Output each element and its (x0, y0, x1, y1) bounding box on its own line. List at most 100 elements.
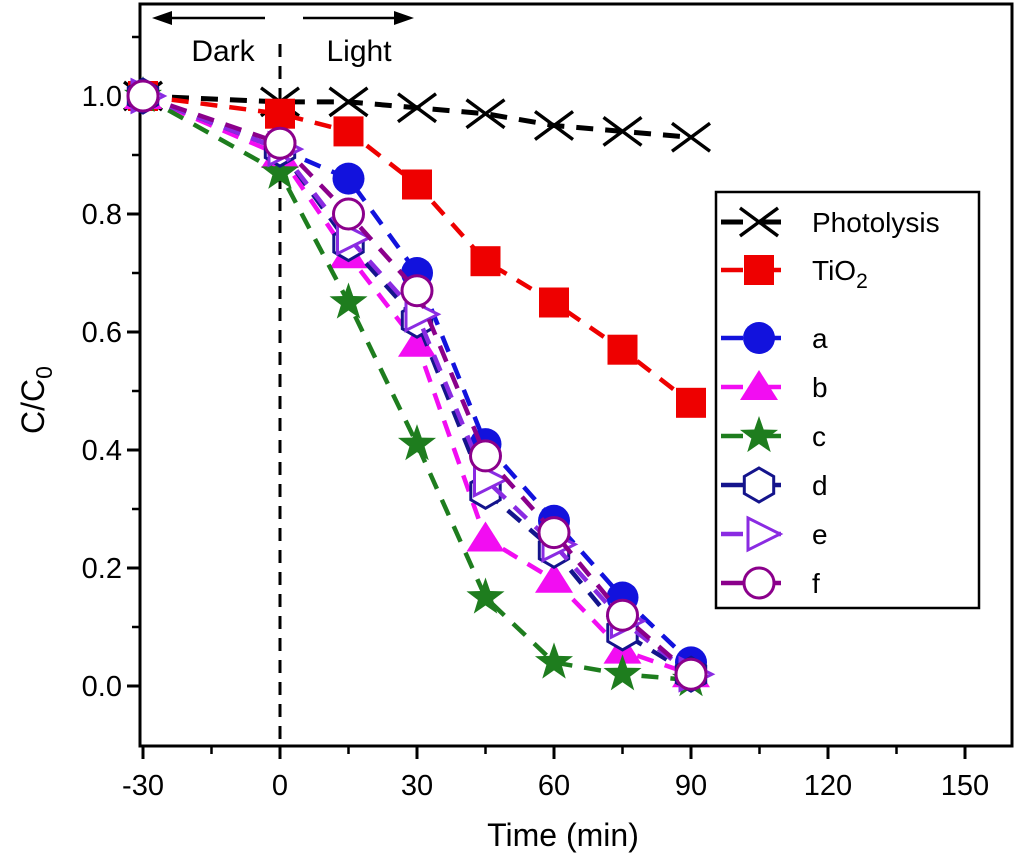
open-circle-marker-icon (400, 274, 434, 308)
dark-region-label: Dark (191, 35, 255, 68)
marker-f-6 (606, 598, 640, 632)
y-tick-label: 0.0 (82, 671, 122, 703)
triangle-up-marker-icon (740, 370, 778, 400)
open-circle-marker-icon (674, 657, 708, 691)
star-marker-icon (466, 577, 505, 614)
marker-Photolysis-4 (465, 98, 506, 130)
square-marker-icon (402, 169, 433, 200)
legend-label-Photolysis: Photolysis (812, 207, 940, 238)
x-cross-marker-icon (396, 92, 438, 124)
open-circle-marker-icon (606, 598, 640, 632)
marker-c-4 (466, 577, 505, 614)
open-circle-marker-icon (126, 79, 160, 113)
marker-b-3 (398, 326, 437, 357)
square-marker-icon (744, 255, 774, 285)
legend-marker-c (739, 416, 779, 453)
legend-label-f: f (812, 568, 820, 599)
marker-TiO2-6 (607, 334, 638, 365)
legend-entry-TiO2: TiO2 (721, 255, 868, 293)
y-axis-title-main: C/C (15, 379, 51, 434)
x-cross-marker-icon (533, 110, 575, 141)
legend-entry-f: f (721, 566, 820, 600)
plot-frame (138, 2, 1014, 748)
legend-marker-Photolysis (738, 206, 780, 238)
star-marker-icon (329, 282, 368, 319)
legend-label-d: d (812, 470, 828, 501)
legend-marker-b (740, 370, 778, 400)
hexagon-marker-icon (742, 466, 776, 504)
star-marker-icon (603, 654, 642, 691)
star-marker-icon (397, 424, 437, 461)
axis-ticks: -30 0 30 60 90 120 150 0.0 0.2 0.4 0.6 0.8 1.0 (82, 35, 989, 802)
marker-TiO2-1 (265, 98, 295, 129)
square-marker-icon (676, 387, 707, 418)
star-marker-icon (534, 642, 574, 679)
open-circle-marker-icon (537, 516, 571, 550)
x-tick-label: 60 (538, 770, 570, 802)
marker-TiO2-2 (333, 116, 364, 147)
legend-label-e: e (812, 519, 828, 550)
marker-b-5 (535, 562, 574, 593)
x-axis-title: Time (min) (487, 817, 639, 853)
marker-f-1 (263, 126, 297, 160)
marker-f-5 (537, 516, 571, 550)
legend-marker-a (743, 322, 775, 354)
triangle-up-marker-icon (466, 521, 505, 552)
y-axis-title-sub: 0 (31, 366, 57, 379)
series-line-c (141, 94, 692, 683)
circle-marker-icon (743, 322, 775, 354)
legend-entry-e: e (721, 515, 828, 553)
legend-marker-f (742, 566, 776, 600)
dark-arrow-head-icon (152, 11, 172, 25)
marker-c-2 (329, 282, 368, 319)
star-marker-icon (260, 152, 300, 189)
star-marker-icon (739, 416, 779, 453)
legend-marker-d (742, 466, 776, 504)
square-marker-icon (333, 116, 364, 147)
marker-c-3 (397, 424, 437, 461)
marker-TiO2-5 (539, 287, 570, 318)
triangle-right-marker-icon (746, 515, 784, 553)
legend-label-main: Photolysis (812, 207, 940, 238)
legend-label-main: b (812, 372, 828, 403)
square-marker-icon (265, 98, 295, 129)
legend-label-main: e (812, 519, 828, 550)
legend-label-main: f (812, 568, 820, 599)
marker-Photolysis-6 (602, 116, 643, 147)
marker-TiO2-3 (402, 169, 433, 200)
legend-entry-d: d (721, 466, 828, 504)
triangle-up-marker-icon (535, 562, 574, 593)
marker-TiO2-7 (676, 387, 707, 418)
series-layer (122, 76, 716, 697)
legend-marker-e (746, 515, 784, 553)
marker-Photolysis-2 (328, 86, 369, 118)
legend-label-main: c (812, 421, 826, 452)
marker-TiO2-4 (470, 246, 501, 277)
marker-Photolysis-7 (670, 121, 712, 153)
light-region-label: Light (326, 35, 392, 68)
marker-f-7 (674, 657, 708, 691)
y-tick-label: 0.2 (82, 553, 122, 585)
open-circle-marker-icon (742, 566, 776, 600)
marker-c-1 (260, 152, 300, 189)
x-tick-label: 30 (401, 770, 433, 802)
legend-label-main: TiO (812, 255, 856, 286)
square-marker-icon (607, 334, 638, 365)
triangle-up-marker-icon (398, 326, 437, 357)
legend-label-main: d (812, 470, 828, 501)
y-tick-label: 0.4 (82, 435, 122, 467)
x-cross-marker-icon (328, 86, 369, 118)
legend-entry-Photolysis: Photolysis (721, 206, 940, 238)
legend-entry-c: c (721, 416, 826, 453)
x-cross-marker-icon (738, 206, 780, 238)
marker-f-4 (469, 439, 503, 473)
x-tick-label: 0 (272, 770, 288, 802)
legend-label-subscript: 2 (856, 270, 868, 293)
marker-c-5 (534, 642, 574, 679)
legend-entry-b: b (721, 370, 828, 403)
series-line-e (142, 93, 693, 676)
legend-label-b: b (812, 372, 828, 403)
